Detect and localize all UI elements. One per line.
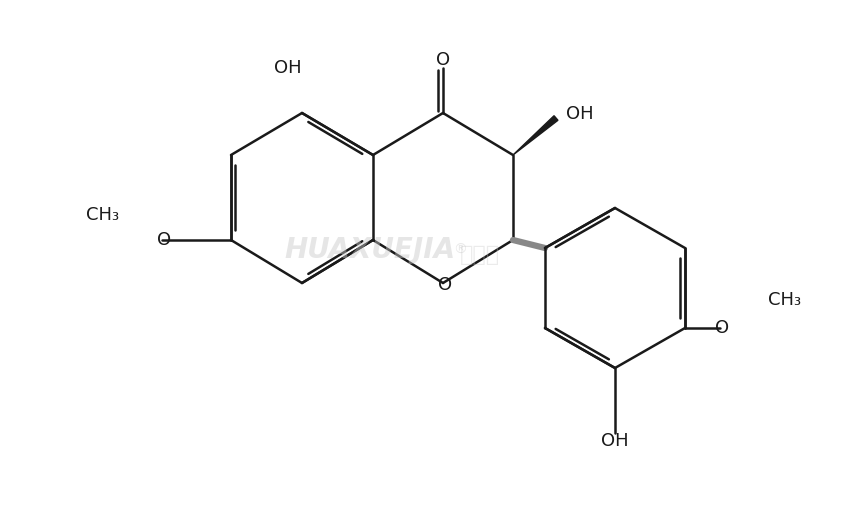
Text: ®: ®: [453, 243, 467, 257]
Text: OH: OH: [566, 105, 594, 123]
Text: O: O: [438, 276, 452, 294]
Text: CH₃: CH₃: [87, 206, 119, 224]
Text: O: O: [157, 231, 171, 249]
Text: CH₃: CH₃: [769, 291, 801, 309]
Text: 化学加: 化学加: [460, 245, 500, 265]
Polygon shape: [513, 116, 558, 155]
Text: O: O: [715, 319, 729, 337]
Text: OH: OH: [601, 432, 629, 450]
Text: O: O: [436, 51, 450, 69]
Text: OH: OH: [274, 59, 302, 77]
Text: HUAXUEJIA: HUAXUEJIA: [284, 236, 456, 264]
